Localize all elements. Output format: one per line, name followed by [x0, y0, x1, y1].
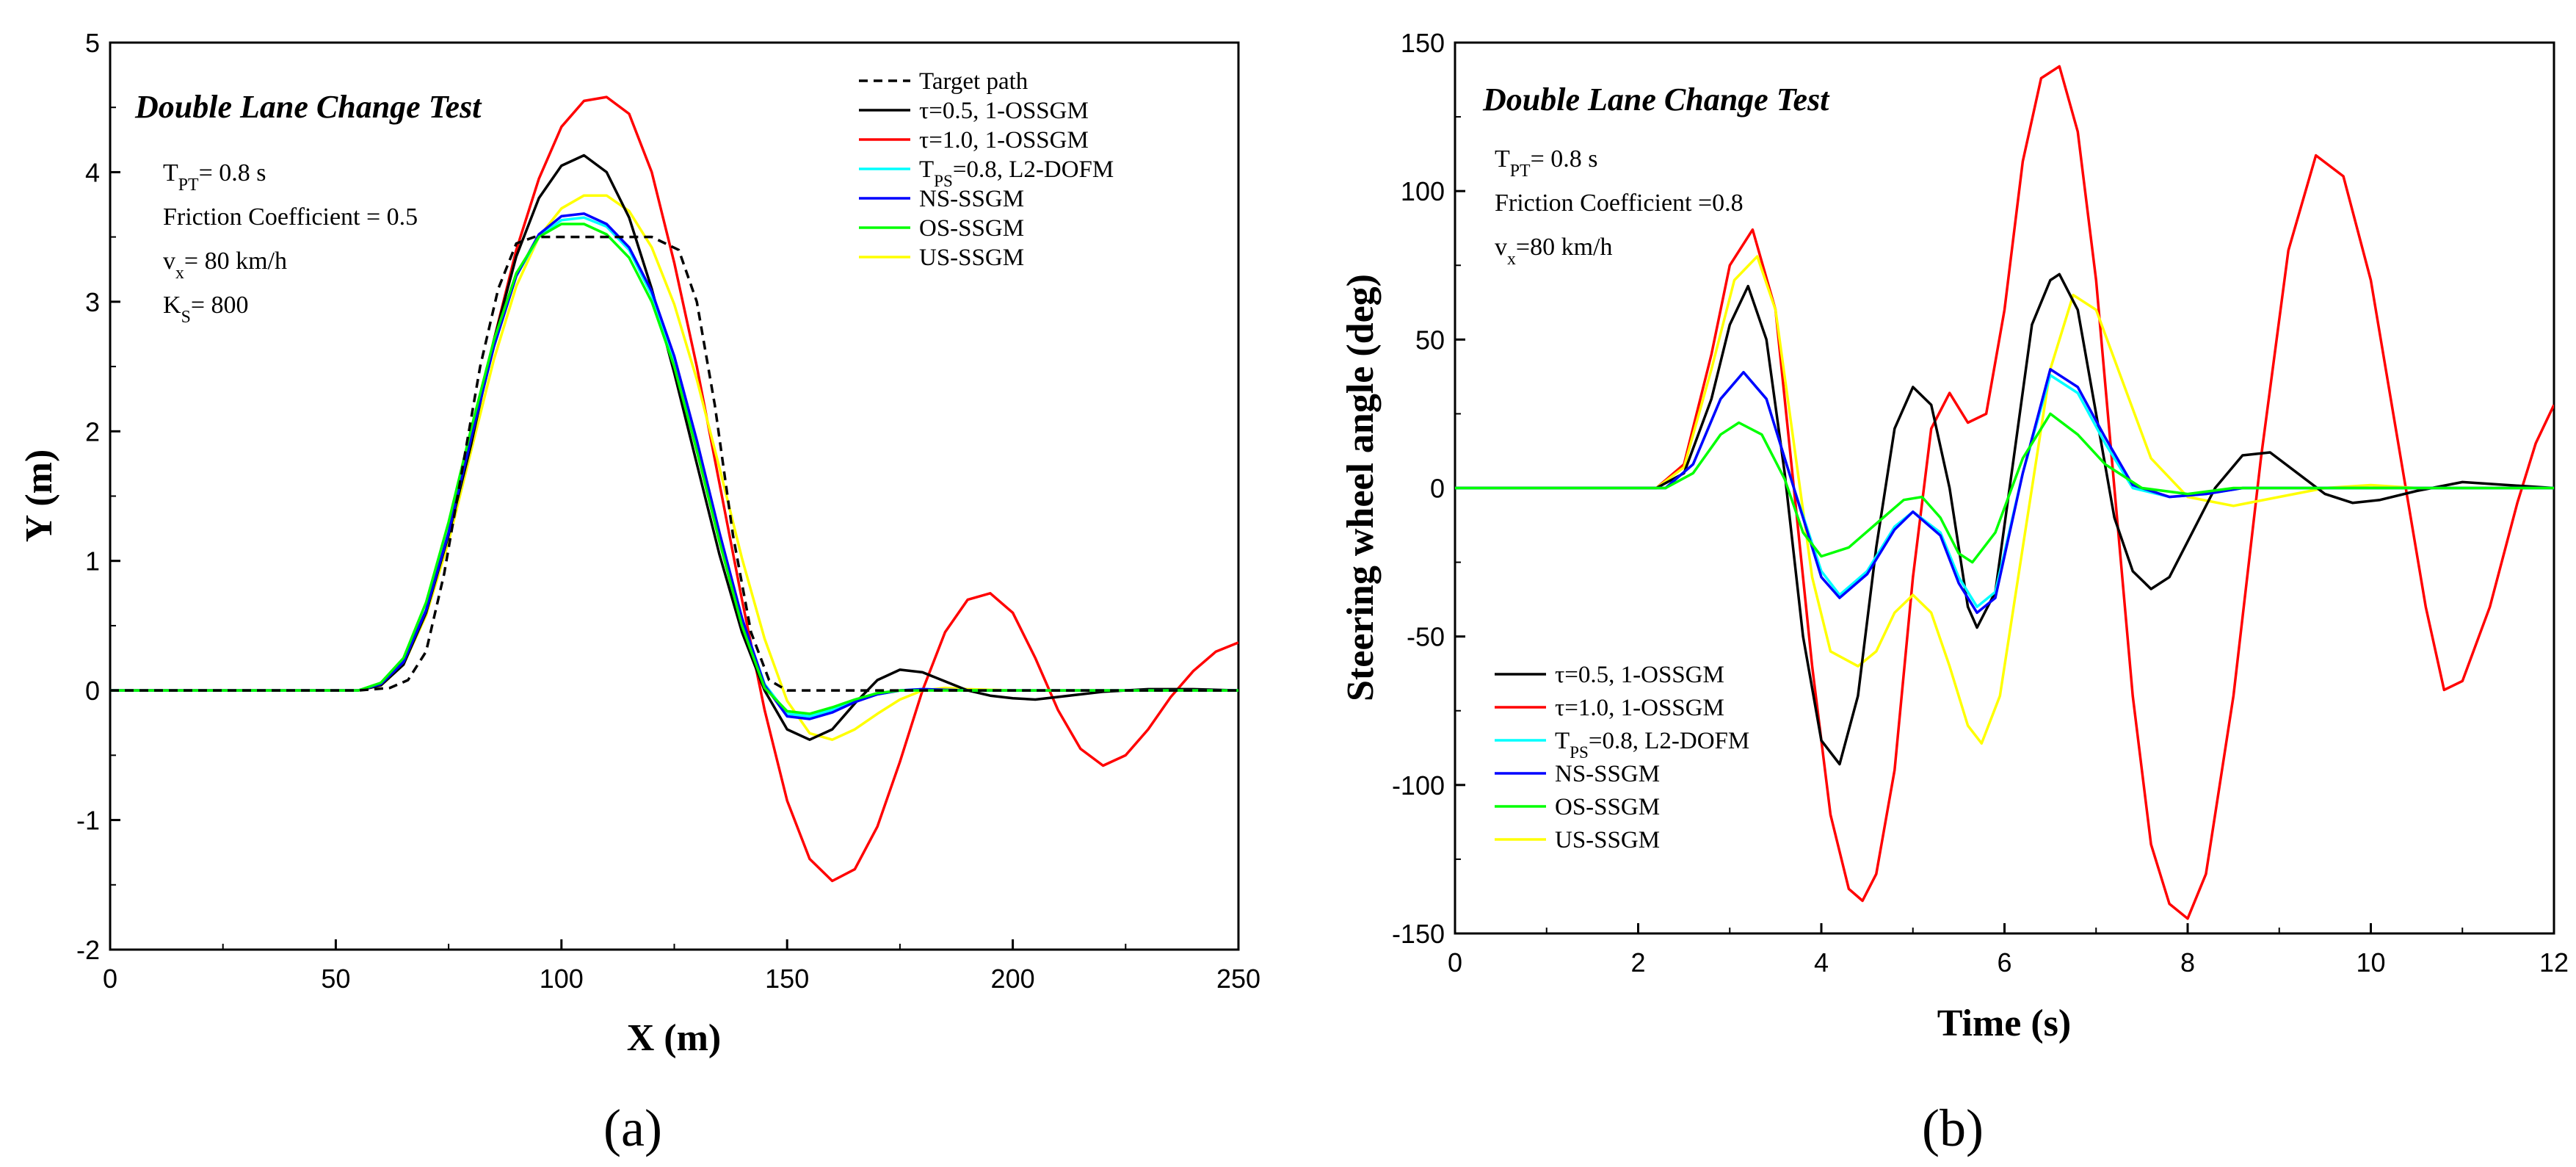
- legend-b: τ=0.5, 1-OSSGM τ=1.0, 1-OSSGM TPS=0.8, L2-…: [1495, 662, 1749, 853]
- x-tick-label: 10: [2356, 947, 2385, 978]
- y-tick-label: 0: [85, 676, 100, 706]
- y-tick-label: 1: [85, 546, 100, 577]
- legend-label-target: Target path: [919, 68, 1028, 95]
- x-tick-label: 8: [2180, 947, 2195, 978]
- y-tick-label: 100: [1401, 176, 1445, 206]
- x-tick-label: 4: [1814, 947, 1829, 978]
- x-tick-label: 6: [1997, 947, 2011, 978]
- x-tick-label: 150: [765, 964, 809, 994]
- y-tick-label: -2: [76, 935, 100, 965]
- legend-label-tau10: τ=1.0, 1-OSSGM: [1555, 695, 1724, 721]
- y-tick-label: 3: [85, 287, 100, 317]
- y-tick-label: -150: [1392, 919, 1445, 949]
- legend-label-ns: NS-SSGM: [1555, 761, 1660, 787]
- x-tick-label: 0: [1448, 947, 1462, 978]
- y-tick-label: 2: [85, 416, 100, 447]
- axes-ticks-a: 0 50 100 150 200 250 -2 -1 0 1 2 3 4 5: [76, 28, 1260, 994]
- x-axis-label-b: Time (s): [1937, 1002, 2071, 1044]
- series-line-tau05: [110, 153, 1238, 741]
- series-lines-a: [110, 95, 1238, 883]
- annotations-a: TPT= 0.8 s Friction Coefficient = 0.5 vx= …: [163, 159, 418, 327]
- y-tick-label: -100: [1392, 770, 1445, 801]
- x-tick-label: 2: [1630, 947, 1645, 978]
- x-tick-label: 250: [1216, 964, 1260, 994]
- legend-label-tau05: τ=0.5, 1-OSSGM: [1555, 662, 1724, 688]
- series-line-target: [110, 235, 1238, 692]
- chart-title-b: Double Lane Change Test: [1482, 82, 1830, 118]
- series-lines-b: [1455, 65, 2554, 920]
- x-tick-label: 200: [991, 964, 1035, 994]
- legend-label-os: OS-SSGM: [1555, 794, 1660, 820]
- annotations-b: TPT= 0.8 s Friction Coefficient =0.8 vx=80…: [1495, 145, 1744, 269]
- x-tick-label: 100: [540, 964, 584, 994]
- y-axis-label-a: Y (m): [18, 449, 60, 543]
- annotation-text: Friction Coefficient =0.8: [1495, 189, 1744, 217]
- y-tick-label: 150: [1401, 28, 1445, 58]
- legend-label-tps08: TPS=0.8, L2-DOFM: [1555, 728, 1749, 762]
- annotation-text: Friction Coefficient = 0.5: [163, 203, 418, 231]
- legend-a: Target path τ=0.5, 1-OSSGM τ=1.0, 1-OSSGM T…: [859, 68, 1114, 271]
- legend-label-us: US-SSGM: [1555, 827, 1660, 853]
- x-axis-label-a: X (m): [627, 1017, 722, 1059]
- annotation-text: TPT= 0.8 s: [1495, 145, 1597, 181]
- legend-label-os: OS-SSGM: [919, 215, 1024, 242]
- plot-frame-a: [109, 41, 1240, 951]
- axes-ticks-b: 0 2 4 6 8 10 12 -150 -100 -50 0 50 100 150: [1392, 28, 2569, 978]
- series-line-tau10: [1455, 65, 2554, 920]
- annotation-text: vx= 80 km/h: [163, 248, 287, 283]
- series-line-os: [110, 223, 1238, 715]
- annotation-text: TPT= 0.8 s: [163, 159, 266, 195]
- y-tick-label: -50: [1407, 622, 1445, 652]
- x-tick-label: 12: [2539, 947, 2569, 978]
- legend-label-us: US-SSGM: [919, 245, 1024, 271]
- legend-label-tau10: τ=1.0, 1-OSSGM: [919, 127, 1089, 153]
- legend-label-tps08: TPS=0.8, L2-DOFM: [919, 156, 1114, 190]
- y-tick-label: -1: [76, 806, 100, 836]
- series-line-us: [1455, 255, 2554, 745]
- chart-panel-b: 0 2 4 6 8 10 12 -150 -100 -50 0 50 100 150 Double Lan…: [1340, 28, 2569, 1157]
- y-tick-label: 50: [1415, 325, 1445, 355]
- chart-panel-a: 0 50 100 150 200 250 -2 -1 0 1 2 3 4 5 Double Lane Ch…: [18, 28, 1260, 1157]
- y-axis-label-b: Steering wheel angle (deg): [1340, 274, 1382, 701]
- series-line-ns: [1455, 368, 2554, 615]
- x-tick-label: 50: [321, 964, 350, 994]
- legend-label-tau05: τ=0.5, 1-OSSGM: [919, 98, 1089, 124]
- y-tick-label: 0: [1430, 474, 1445, 504]
- panel-label-a: (a): [603, 1099, 662, 1157]
- y-tick-label: 4: [85, 157, 100, 187]
- legend-label-ns: NS-SSGM: [919, 186, 1024, 212]
- y-tick-label: 5: [85, 28, 100, 58]
- series-line-os: [1455, 412, 2554, 564]
- chart-title-a: Double Lane Change Test: [134, 89, 482, 125]
- x-tick-label: 0: [103, 964, 117, 994]
- annotation-text: KS= 800: [163, 292, 249, 327]
- panel-label-b: (b): [1922, 1099, 1984, 1157]
- annotation-text: vx=80 km/h: [1495, 234, 1612, 269]
